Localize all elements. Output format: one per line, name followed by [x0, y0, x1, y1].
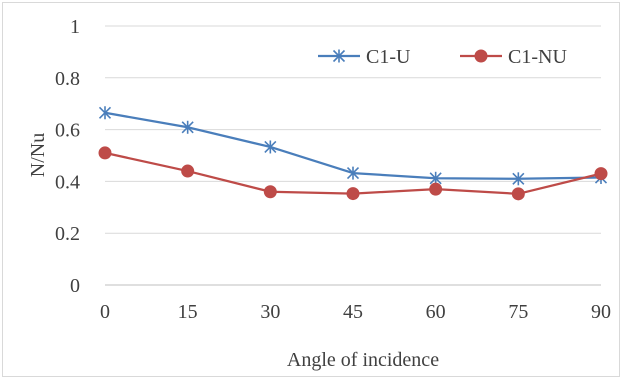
data-point-c1-u [264, 140, 277, 154]
x-tick-label: 90 [591, 301, 611, 323]
data-point-c1-u [98, 106, 112, 120]
x-tick-label: 60 [426, 301, 446, 323]
y-tick-label: 1 [70, 16, 80, 38]
series-group [98, 106, 608, 201]
legend-label: C1-NU [508, 46, 567, 68]
data-point-c1-nu [181, 164, 195, 178]
y-tick-label: 0 [70, 275, 80, 297]
legend-marker [332, 49, 346, 63]
x-axis-ticks: 0 15 30 45 60 75 90 [100, 301, 611, 323]
y-tick-label: 0.2 [55, 223, 80, 245]
y-tick-label: 0.4 [55, 171, 80, 193]
legend-label: C1-U [366, 46, 411, 68]
y-axis-ticks: 0 0.2 0.4 0.6 0.8 1 [55, 16, 80, 297]
y-axis-title: N/Nu [27, 133, 49, 177]
data-point-c1-nu [98, 146, 112, 160]
x-tick-label: 45 [343, 301, 363, 323]
legend: C1-U C1-NU [318, 46, 567, 68]
data-point-c1-u [512, 172, 525, 186]
data-point-c1-u [346, 166, 360, 180]
y-tick-label: 0.8 [55, 68, 80, 90]
x-tick-label: 75 [508, 301, 528, 323]
data-point-c1-nu [511, 187, 525, 201]
x-axis-title: Angle of incidence [287, 349, 439, 371]
data-point-c1-u [181, 120, 194, 134]
y-tick-label: 0.6 [55, 120, 80, 142]
data-point-c1-nu [263, 185, 277, 199]
data-point-c1-u [429, 171, 442, 185]
data-point-c1-nu [429, 182, 443, 196]
data-point-c1-nu [346, 187, 360, 201]
x-tick-label: 0 [100, 301, 110, 323]
x-tick-label: 15 [178, 301, 198, 323]
x-tick-label: 30 [260, 301, 280, 323]
data-point-c1-nu [594, 167, 608, 181]
legend-marker [474, 49, 488, 63]
